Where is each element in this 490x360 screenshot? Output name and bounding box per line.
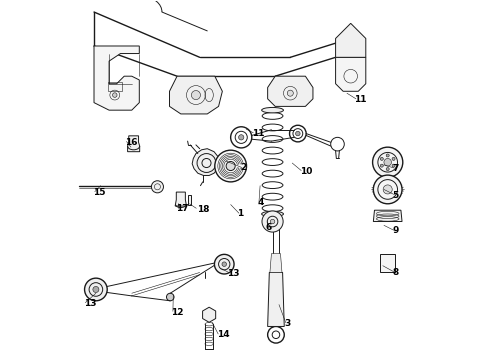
Circle shape <box>167 293 174 301</box>
Circle shape <box>85 278 107 301</box>
Text: 10: 10 <box>300 167 312 176</box>
Text: 11: 11 <box>354 95 367 104</box>
Polygon shape <box>170 76 222 114</box>
Polygon shape <box>268 76 313 107</box>
Text: 11: 11 <box>252 129 264 138</box>
Text: 2: 2 <box>241 163 247 172</box>
Circle shape <box>215 255 234 274</box>
Bar <box>108 82 122 90</box>
Circle shape <box>383 185 392 194</box>
Circle shape <box>215 150 246 182</box>
Circle shape <box>380 157 383 160</box>
Polygon shape <box>94 46 139 110</box>
Polygon shape <box>192 149 220 175</box>
Circle shape <box>380 164 383 167</box>
Polygon shape <box>336 57 366 91</box>
Polygon shape <box>373 210 402 221</box>
Ellipse shape <box>262 211 283 217</box>
Bar <box>188 195 192 205</box>
Polygon shape <box>175 192 187 206</box>
Circle shape <box>222 262 226 266</box>
Text: 14: 14 <box>217 330 229 339</box>
Text: 13: 13 <box>227 269 240 278</box>
Circle shape <box>93 287 99 292</box>
Circle shape <box>262 211 283 232</box>
Circle shape <box>151 181 164 193</box>
Circle shape <box>373 175 402 204</box>
Text: 7: 7 <box>392 164 398 173</box>
Circle shape <box>192 90 200 100</box>
Text: 17: 17 <box>176 204 189 213</box>
Polygon shape <box>127 136 140 152</box>
Text: 12: 12 <box>172 307 184 316</box>
Circle shape <box>270 219 275 224</box>
Circle shape <box>392 157 395 160</box>
Polygon shape <box>202 307 216 322</box>
Text: 13: 13 <box>84 299 97 308</box>
Text: 8: 8 <box>392 268 398 277</box>
Text: 5: 5 <box>392 190 398 199</box>
Circle shape <box>113 93 117 97</box>
Circle shape <box>386 154 389 157</box>
Text: 18: 18 <box>196 204 209 213</box>
Circle shape <box>392 164 395 167</box>
Text: 16: 16 <box>125 138 138 147</box>
Ellipse shape <box>262 107 283 113</box>
Text: 3: 3 <box>284 319 291 328</box>
Circle shape <box>384 158 392 166</box>
Text: 9: 9 <box>392 226 398 235</box>
Polygon shape <box>268 273 284 327</box>
Text: 4: 4 <box>257 198 264 207</box>
Circle shape <box>287 90 294 96</box>
Text: 6: 6 <box>266 224 272 233</box>
Circle shape <box>239 135 244 140</box>
Text: 15: 15 <box>93 188 106 197</box>
Circle shape <box>226 162 235 171</box>
Polygon shape <box>336 23 366 57</box>
Circle shape <box>372 147 403 177</box>
Circle shape <box>386 167 389 171</box>
Polygon shape <box>270 253 282 273</box>
Circle shape <box>295 131 300 136</box>
Bar <box>380 255 395 272</box>
Text: 1: 1 <box>238 210 244 219</box>
